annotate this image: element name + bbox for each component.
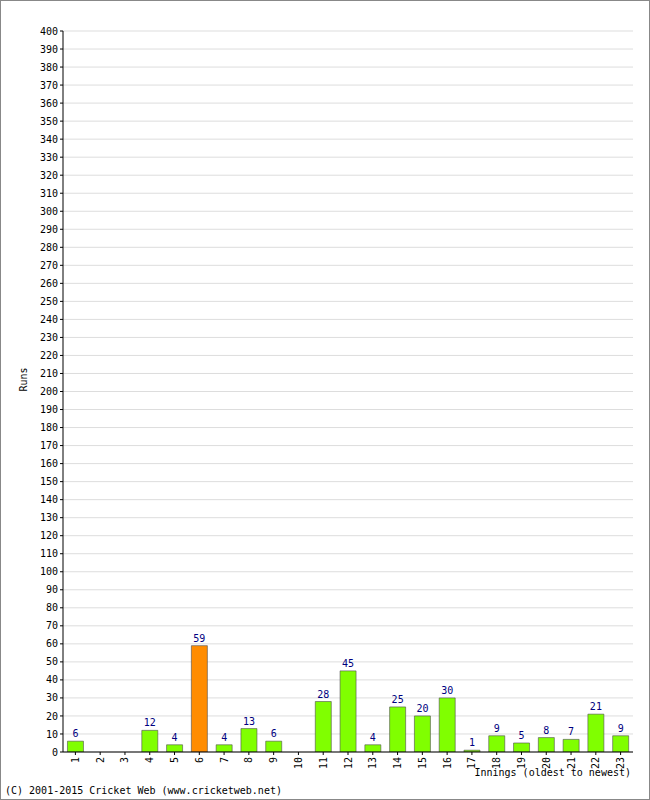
svg-text:340: 340 [40,134,58,145]
svg-text:8: 8 [543,725,549,736]
svg-text:280: 280 [40,242,58,253]
svg-text:140: 140 [40,494,58,505]
svg-text:110: 110 [40,548,58,559]
svg-text:260: 260 [40,278,58,289]
svg-text:380: 380 [40,62,58,73]
html-text:Innings (oldest to newest): Innings (oldest to newest) [474,767,631,778]
svg-text:210: 210 [40,368,58,379]
svg-text:1: 1 [70,757,81,763]
svg-text:170: 170 [40,440,58,451]
svg-text:390: 390 [40,44,58,55]
svg-text:310: 310 [40,188,58,199]
svg-text:60: 60 [46,638,58,649]
svg-text:180: 180 [40,422,58,433]
svg-text:150: 150 [40,476,58,487]
svg-text:120: 120 [40,530,58,541]
svg-text:20: 20 [540,757,552,769]
svg-text:80: 80 [46,602,58,613]
svg-text:9: 9 [268,757,279,763]
svg-text:320: 320 [40,170,58,181]
svg-text:28: 28 [317,689,329,700]
svg-text:4: 4 [172,732,178,743]
svg-text:360: 360 [40,98,58,109]
svg-text:4: 4 [144,757,155,763]
svg-text:15: 15 [417,757,428,769]
svg-text:40: 40 [46,674,58,685]
svg-text:9: 9 [494,723,500,734]
svg-text:12: 12 [343,757,354,769]
svg-text:0: 0 [52,747,58,758]
svg-text:3: 3 [119,757,130,763]
svg-text:70: 70 [46,620,58,631]
svg-text:30: 30 [441,685,453,696]
svg-text:13: 13 [367,757,378,769]
svg-text:10: 10 [293,757,304,769]
svg-text:Runs: Runs [18,367,29,391]
svg-text:130: 130 [40,512,58,523]
svg-text:9: 9 [618,723,624,734]
svg-text:6: 6 [271,728,277,739]
svg-text:25: 25 [392,694,404,705]
svg-text:2: 2 [95,757,106,763]
svg-text:270: 270 [40,260,58,271]
svg-text:250: 250 [40,296,58,307]
svg-text:4: 4 [370,732,376,743]
svg-text:50: 50 [46,656,58,667]
svg-text:400: 400 [40,26,58,37]
svg-text:21: 21 [590,701,602,712]
svg-text:14: 14 [392,757,403,769]
svg-text:4: 4 [221,732,227,743]
svg-text:10: 10 [46,729,58,740]
svg-text:17: 17 [466,757,478,769]
svg-text:370: 370 [40,80,58,91]
svg-text:220: 220 [40,350,58,361]
svg-text:22: 22 [590,757,602,769]
html-text:(C) 2001-2015 Cricket Web (www: (C) 2001-2015 Cricket Web (www.cricketwe… [5,785,282,796]
svg-text:160: 160 [40,458,58,469]
svg-text:290: 290 [40,224,58,235]
svg-text:23: 23 [615,757,627,769]
svg-text:6: 6 [72,728,78,739]
svg-text:100: 100 [40,566,58,577]
svg-text:90: 90 [46,584,58,595]
svg-text:300: 300 [40,206,58,217]
svg-text:59: 59 [193,633,205,644]
svg-text:350: 350 [40,116,58,127]
svg-text:19: 19 [516,757,527,769]
svg-text:5: 5 [519,730,525,741]
svg-text:21: 21 [565,757,577,769]
svg-text:200: 200 [40,386,58,397]
svg-text:16: 16 [442,757,453,769]
svg-text:1: 1 [469,737,475,748]
svg-text:45: 45 [342,658,354,669]
svg-text:30: 30 [46,692,58,703]
svg-text:18: 18 [491,757,503,769]
svg-text:12: 12 [144,717,156,728]
svg-text:20: 20 [46,711,58,722]
svg-text:330: 330 [40,152,58,163]
svg-text:13: 13 [243,716,255,727]
svg-text:7: 7 [219,757,230,763]
svg-text:230: 230 [40,332,58,343]
svg-text:8: 8 [243,757,254,763]
svg-text:7: 7 [568,726,574,737]
svg-text:20: 20 [416,703,428,714]
svg-text:190: 190 [40,404,58,415]
svg-text:5: 5 [169,757,180,763]
svg-text:240: 240 [40,314,58,325]
svg-text:11: 11 [318,757,329,769]
svg-text:6: 6 [194,757,205,763]
